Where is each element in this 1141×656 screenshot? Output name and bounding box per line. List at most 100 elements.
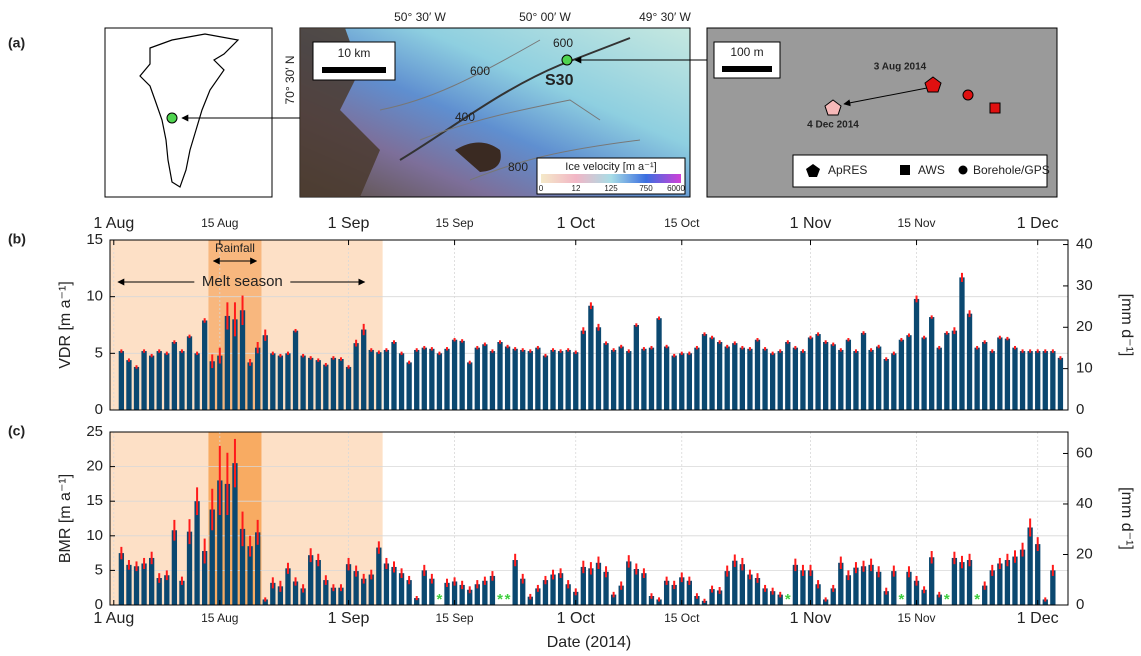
annotation: Rainfall bbox=[215, 241, 255, 255]
bar bbox=[679, 353, 684, 410]
y-tick-label: 5 bbox=[95, 561, 103, 578]
bar bbox=[846, 340, 851, 410]
bar bbox=[959, 562, 964, 605]
bar bbox=[762, 349, 767, 410]
bar bbox=[1035, 544, 1040, 605]
borehole bbox=[963, 90, 973, 100]
bar bbox=[588, 306, 593, 410]
bar bbox=[247, 362, 252, 410]
panel-label: (b) bbox=[8, 231, 26, 247]
bar bbox=[982, 342, 987, 410]
bar bbox=[126, 360, 131, 410]
bar bbox=[550, 350, 555, 410]
y-tick-label: 10 bbox=[86, 527, 103, 544]
bar bbox=[1035, 351, 1040, 410]
bar bbox=[831, 344, 836, 410]
x-tick-label: 15 Aug bbox=[201, 611, 238, 625]
y-axis-label: VDR [m a⁻¹] bbox=[57, 281, 74, 369]
y-tick-label: 10 bbox=[86, 288, 103, 305]
bar bbox=[649, 348, 654, 410]
bar bbox=[346, 367, 351, 410]
bar bbox=[823, 342, 828, 410]
bar bbox=[513, 560, 518, 605]
contour-label: 800 bbox=[508, 160, 528, 174]
bar bbox=[861, 333, 866, 410]
colorbar-title: Ice velocity [m a⁻¹] bbox=[565, 161, 656, 173]
bar bbox=[323, 365, 328, 410]
bar bbox=[611, 350, 616, 410]
bar bbox=[815, 334, 820, 410]
bar bbox=[210, 361, 215, 410]
y-tick-label: 15 bbox=[86, 492, 103, 509]
y2-tick-label: 20 bbox=[1076, 318, 1093, 335]
bar bbox=[944, 333, 949, 410]
legend-label: Borehole/GPS bbox=[973, 163, 1050, 177]
x-tick-label: 1 Nov bbox=[790, 215, 832, 232]
bar bbox=[369, 350, 374, 410]
bar bbox=[399, 353, 404, 410]
bar bbox=[119, 553, 124, 605]
bar bbox=[437, 353, 442, 410]
bar bbox=[490, 351, 495, 410]
lon-label: 50° 30′ W bbox=[394, 10, 446, 24]
bar bbox=[497, 342, 502, 410]
bar bbox=[656, 318, 661, 410]
bar bbox=[467, 362, 472, 410]
contour-label: 600 bbox=[553, 36, 573, 50]
bar bbox=[316, 360, 321, 410]
bar bbox=[619, 347, 624, 410]
y2-tick-label: 20 bbox=[1076, 545, 1093, 562]
bar bbox=[566, 350, 571, 410]
bar bbox=[391, 567, 396, 605]
bar bbox=[808, 337, 813, 410]
bar bbox=[141, 351, 146, 410]
x-tick-label: 1 Aug bbox=[93, 610, 134, 627]
bar bbox=[1043, 351, 1048, 410]
bar bbox=[505, 347, 510, 410]
x-tick-label: 1 Sep bbox=[328, 610, 370, 627]
x-tick-label: 1 Nov bbox=[790, 610, 832, 627]
bar bbox=[459, 341, 464, 410]
bar bbox=[921, 337, 926, 410]
bar bbox=[1058, 358, 1063, 410]
bar bbox=[626, 351, 631, 410]
contour-label: 400 bbox=[455, 110, 475, 124]
bar bbox=[444, 349, 449, 410]
annotation: Melt season bbox=[202, 273, 283, 290]
contour-label: 600 bbox=[470, 64, 490, 78]
panel-a: (a) 600 400 800 600 50° 30′ W 50° 00′ W … bbox=[8, 10, 1057, 197]
colorbar-tick: 750 bbox=[639, 184, 653, 193]
bar bbox=[929, 317, 934, 410]
bar bbox=[800, 351, 805, 410]
bar bbox=[732, 561, 737, 605]
bar bbox=[300, 356, 305, 410]
bar bbox=[376, 548, 381, 605]
bar bbox=[967, 560, 972, 605]
x-tick-label: 1 Oct bbox=[557, 610, 596, 627]
x-tick-label: 15 Nov bbox=[898, 216, 936, 230]
bar bbox=[626, 561, 631, 605]
bar bbox=[838, 563, 843, 605]
bar bbox=[406, 362, 411, 410]
lon-label: 50° 00′ W bbox=[519, 10, 571, 24]
bar bbox=[1020, 351, 1025, 410]
x-tick-label: 15 Oct bbox=[664, 611, 700, 625]
bar bbox=[194, 353, 199, 410]
x-tick-label: 1 Oct bbox=[557, 215, 596, 232]
bar bbox=[452, 340, 457, 410]
bar bbox=[149, 558, 154, 605]
bar bbox=[513, 349, 518, 410]
y-tick-label: 5 bbox=[95, 344, 103, 361]
x-tick-label: 15 Sep bbox=[436, 216, 474, 230]
bar bbox=[384, 563, 389, 605]
scale-label: 10 km bbox=[338, 46, 371, 60]
bar bbox=[293, 331, 298, 410]
bar bbox=[709, 337, 714, 410]
bar bbox=[929, 557, 934, 605]
bar bbox=[694, 348, 699, 410]
panel-label: (a) bbox=[8, 35, 25, 51]
bar bbox=[899, 340, 904, 410]
y2-tick-label: 60 bbox=[1076, 444, 1093, 461]
bar bbox=[528, 351, 533, 410]
bar bbox=[967, 314, 972, 410]
